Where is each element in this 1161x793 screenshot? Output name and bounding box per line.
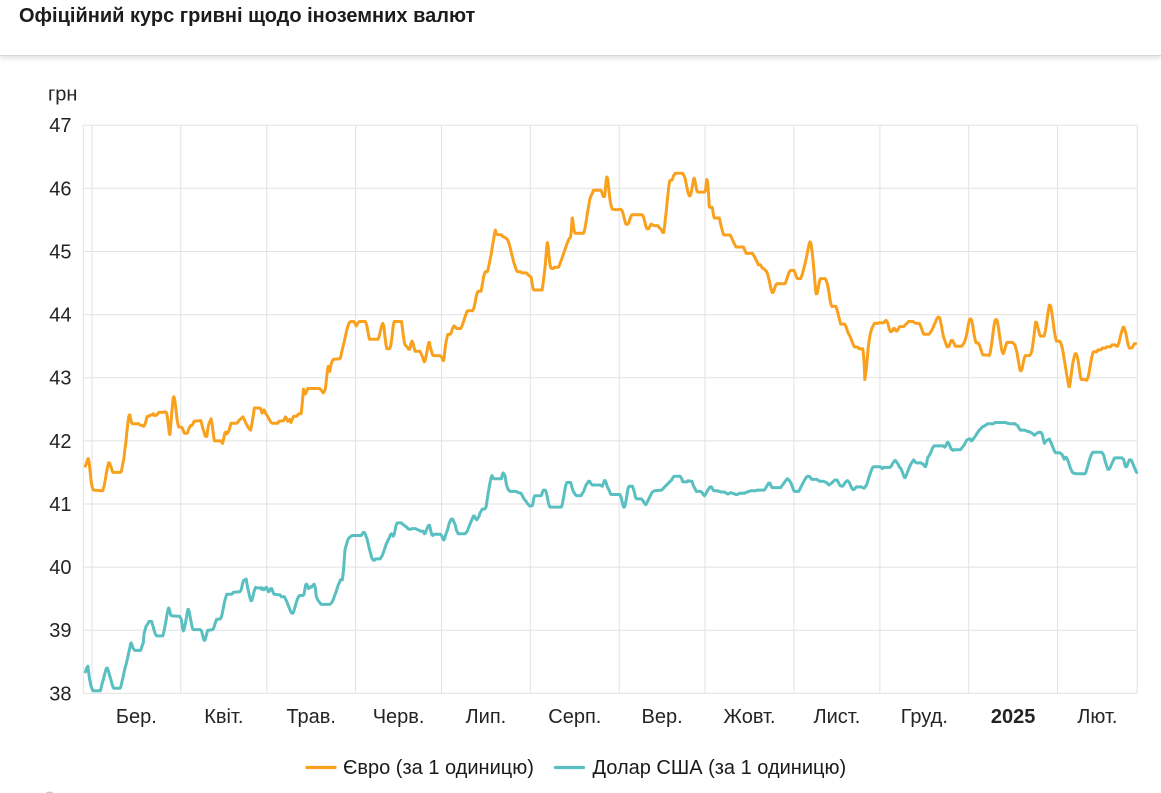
svg-text:Груд.: Груд.	[901, 706, 948, 728]
svg-text:39: 39	[49, 620, 71, 642]
svg-text:Черв.: Черв.	[373, 706, 425, 728]
svg-text:44: 44	[49, 305, 71, 327]
svg-text:38: 38	[49, 683, 71, 705]
svg-text:Лип.: Лип.	[466, 706, 507, 728]
svg-text:Трав.: Трав.	[286, 706, 336, 728]
svg-text:45: 45	[49, 242, 71, 264]
svg-text:Серп.: Серп.	[548, 706, 601, 728]
svg-text:40: 40	[49, 557, 71, 579]
svg-text:Лист.: Лист.	[814, 706, 861, 728]
svg-text:грн: грн	[48, 84, 77, 106]
svg-text:Євро (за 1 одиницю): Євро (за 1 одиницю)	[343, 757, 534, 779]
svg-text:Бер.: Бер.	[116, 706, 157, 728]
svg-text:Жовт.: Жовт.	[723, 706, 775, 728]
svg-text:Долар США (за 1 одиницю): Долар США (за 1 одиницю)	[593, 757, 847, 779]
svg-text:42: 42	[49, 431, 71, 453]
svg-text:Квіт.: Квіт.	[204, 706, 243, 728]
svg-text:Лют.: Лют.	[1077, 706, 1117, 728]
svg-text:47: 47	[49, 115, 71, 137]
svg-text:46: 46	[49, 178, 71, 200]
svg-text:Вер.: Вер.	[642, 706, 683, 728]
svg-text:2025: 2025	[991, 706, 1036, 728]
svg-text:41: 41	[49, 494, 71, 516]
svg-text:43: 43	[49, 368, 71, 390]
